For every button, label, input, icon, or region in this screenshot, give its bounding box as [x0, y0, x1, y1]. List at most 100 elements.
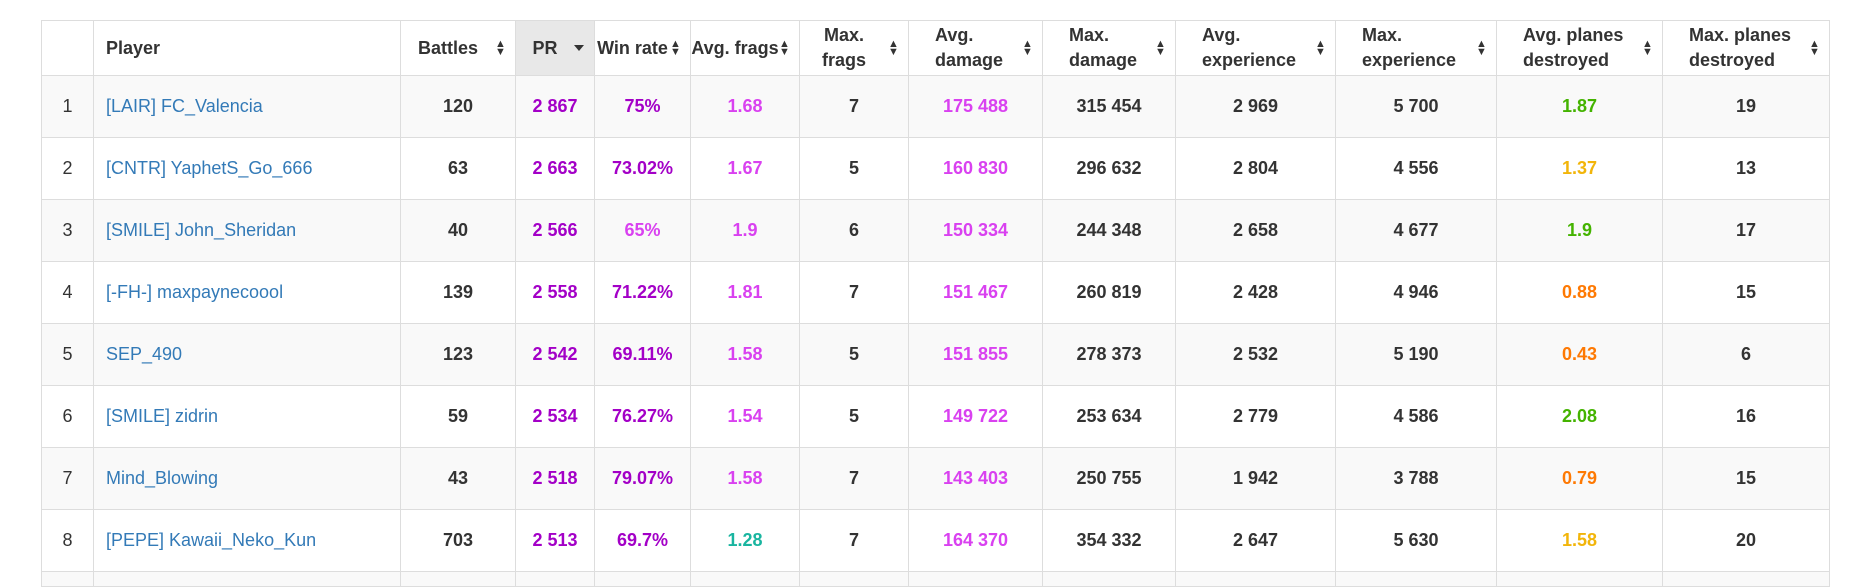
avg-frags-cell: 1.54 — [690, 385, 800, 448]
player-link[interactable]: [-FH-] maxpaynecoool — [106, 282, 284, 302]
avg-damage-cell: 164 370 — [908, 509, 1043, 572]
rank-cell: 4 — [41, 261, 94, 324]
battles-cell: 59 — [400, 385, 516, 448]
max-frags-cell: 5 — [799, 137, 909, 200]
avg-experience-cell: 2 779 — [1175, 385, 1336, 448]
sort-icon: ▲ ▼ — [495, 38, 506, 58]
avg-frags-cell: 1.9 — [690, 199, 800, 262]
player-link[interactable]: [CNTR] YaphetS_Go_666 — [106, 158, 313, 178]
avg-damage-cell: 160 830 — [908, 137, 1043, 200]
max-experience-cell: 3 788 — [1335, 447, 1497, 510]
empty-cell — [1175, 571, 1336, 587]
avg-frags-cell: 1.67 — [690, 137, 800, 200]
empty-cell — [1662, 571, 1830, 587]
column-header-label: Avg. damage — [935, 25, 1004, 70]
max-frags-cell: 7 — [799, 509, 909, 572]
avg-planes-cell: 0.79 — [1496, 447, 1663, 510]
player-link[interactable]: Mind_Blowing — [106, 468, 219, 488]
table-row-partial — [41, 571, 1830, 587]
avg-damage-cell: 149 722 — [908, 385, 1043, 448]
win-rate-cell: 65% — [594, 199, 691, 262]
rank-cell: 8 — [41, 509, 94, 572]
column-header-label: Avg. frags — [691, 37, 779, 58]
max-experience-cell: 5 190 — [1335, 323, 1497, 386]
table-row: 5 SEP_490 123 2 542 69.11% 1.58 5 151 855 278 37… — [41, 323, 1830, 386]
avg-damage-cell: 151 855 — [908, 323, 1043, 386]
win-rate-cell: 76.27% — [594, 385, 691, 448]
column-header-max-planes[interactable]: Max. planes destroyed ▲ ▼ — [1662, 20, 1830, 76]
battles-cell: 63 — [400, 137, 516, 200]
avg-experience-cell: 2 804 — [1175, 137, 1336, 200]
win-rate-cell: 71.22% — [594, 261, 691, 324]
table-header-row: Player Battles ▲ ▼ PR Win rate ▲ ▼ Avg. frag… — [41, 20, 1830, 76]
column-header-max-experience[interactable]: Max. experience ▲ ▼ — [1335, 20, 1497, 76]
avg-damage-cell: 143 403 — [908, 447, 1043, 510]
player-cell: [PEPE] Kawaii_Neko_Kun — [93, 509, 401, 572]
max-damage-cell: 296 632 — [1042, 137, 1176, 200]
player-link[interactable]: [SMILE] John_Sheridan — [106, 220, 297, 240]
avg-damage-cell: 150 334 — [908, 199, 1043, 262]
battles-cell: 703 — [400, 509, 516, 572]
win-rate-cell: 75% — [594, 75, 691, 138]
max-frags-cell: 6 — [799, 199, 909, 262]
battles-cell: 120 — [400, 75, 516, 138]
pr-cell: 2 566 — [515, 199, 595, 262]
table-row: 6 [SMILE] zidrin 59 2 534 76.27% 1.54 5 149 722… — [41, 385, 1830, 448]
sort-descending-icon — [574, 45, 584, 51]
win-rate-cell: 73.02% — [594, 137, 691, 200]
max-damage-cell: 354 332 — [1042, 509, 1176, 572]
max-frags-cell: 5 — [799, 385, 909, 448]
empty-cell — [908, 571, 1043, 587]
player-cell: Mind_Blowing — [93, 447, 401, 510]
max-damage-cell: 250 755 — [1042, 447, 1176, 510]
column-header-avg-experience[interactable]: Avg. experience ▲ ▼ — [1175, 20, 1336, 76]
avg-planes-cell: 1.87 — [1496, 75, 1663, 138]
player-link[interactable]: SEP_490 — [106, 344, 183, 364]
win-rate-cell: 69.7% — [594, 509, 691, 572]
player-link[interactable]: [SMILE] zidrin — [106, 406, 219, 426]
avg-frags-cell: 1.68 — [690, 75, 800, 138]
pr-cell: 2 663 — [515, 137, 595, 200]
avg-planes-cell: 1.58 — [1496, 509, 1663, 572]
win-rate-cell: 79.07% — [594, 447, 691, 510]
max-damage-cell: 253 634 — [1042, 385, 1176, 448]
max-frags-cell: 5 — [799, 323, 909, 386]
empty-cell — [41, 571, 94, 587]
rank-cell: 1 — [41, 75, 94, 138]
column-header-avg-frags[interactable]: Avg. frags ▲ ▼ — [690, 20, 800, 76]
player-ratings-table: Player Battles ▲ ▼ PR Win rate ▲ ▼ Avg. frag… — [41, 20, 1830, 587]
max-planes-cell: 19 — [1662, 75, 1830, 138]
empty-cell — [690, 571, 800, 587]
avg-experience-cell: 2 647 — [1175, 509, 1336, 572]
column-header-avg-planes[interactable]: Avg. planes destroyed ▲ ▼ — [1496, 20, 1663, 76]
column-header-battles[interactable]: Battles ▲ ▼ — [400, 20, 516, 76]
column-header-label: Avg. planes destroyed — [1523, 25, 1624, 70]
max-experience-cell: 4 586 — [1335, 385, 1497, 448]
rank-cell: 2 — [41, 137, 94, 200]
empty-cell — [594, 571, 691, 587]
table-row: 4 [-FH-] maxpaynecoool 139 2 558 71.22% 1.81 7… — [41, 261, 1830, 324]
column-header-pr[interactable]: PR — [515, 20, 595, 76]
player-cell: [LAIR] FC_Valencia — [93, 75, 401, 138]
table-row: 3 [SMILE] John_Sheridan 40 2 566 65% 1.9 6 150 … — [41, 199, 1830, 262]
avg-planes-cell: 0.88 — [1496, 261, 1663, 324]
column-header-label: Max. experience — [1362, 25, 1457, 70]
pr-cell: 2 867 — [515, 75, 595, 138]
max-experience-cell: 5 630 — [1335, 509, 1497, 572]
ratings-table-container: Player Battles ▲ ▼ PR Win rate ▲ ▼ Avg. frag… — [41, 20, 1830, 587]
column-header-max-damage[interactable]: Max. damage ▲ ▼ — [1042, 20, 1176, 76]
avg-experience-cell: 1 942 — [1175, 447, 1336, 510]
player-link[interactable]: [LAIR] FC_Valencia — [106, 96, 263, 116]
column-header-player[interactable]: Player — [93, 20, 401, 76]
player-link[interactable]: [PEPE] Kawaii_Neko_Kun — [106, 530, 317, 550]
battles-cell: 43 — [400, 447, 516, 510]
sort-icon: ▲ ▼ — [1022, 38, 1033, 58]
player-cell: [-FH-] maxpaynecoool — [93, 261, 401, 324]
column-header-win-rate[interactable]: Win rate ▲ ▼ — [594, 20, 691, 76]
column-header-max-frags[interactable]: Max. frags ▲ ▼ — [799, 20, 909, 76]
pr-cell: 2 534 — [515, 385, 595, 448]
sort-icon: ▲ ▼ — [1809, 38, 1820, 58]
column-header-avg-damage[interactable]: Avg. damage ▲ ▼ — [908, 20, 1043, 76]
avg-planes-cell: 1.37 — [1496, 137, 1663, 200]
max-planes-cell: 6 — [1662, 323, 1830, 386]
